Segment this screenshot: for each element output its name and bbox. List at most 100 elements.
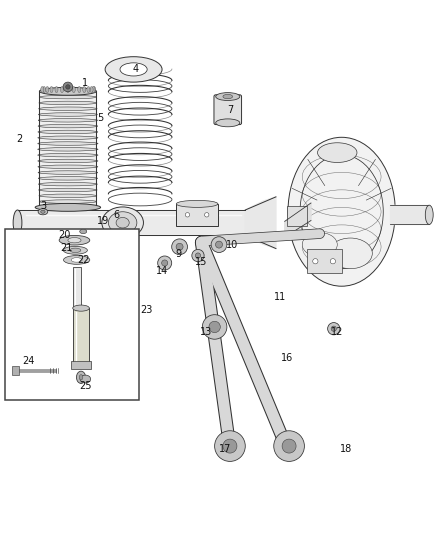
- FancyBboxPatch shape: [287, 206, 307, 226]
- Ellipse shape: [38, 159, 98, 163]
- Ellipse shape: [38, 154, 98, 157]
- Ellipse shape: [318, 143, 357, 163]
- Ellipse shape: [39, 200, 97, 203]
- Ellipse shape: [39, 90, 96, 93]
- Ellipse shape: [93, 86, 95, 93]
- Ellipse shape: [39, 87, 96, 95]
- Ellipse shape: [50, 86, 53, 93]
- Text: 24: 24: [22, 356, 35, 366]
- Ellipse shape: [78, 86, 81, 93]
- Ellipse shape: [120, 63, 147, 76]
- Text: 15: 15: [195, 257, 208, 267]
- Ellipse shape: [109, 212, 137, 233]
- Ellipse shape: [64, 255, 90, 264]
- Text: 6: 6: [113, 210, 119, 220]
- Text: 11: 11: [274, 292, 286, 302]
- Ellipse shape: [195, 253, 201, 258]
- Text: 2: 2: [17, 134, 23, 144]
- Ellipse shape: [102, 207, 144, 238]
- Ellipse shape: [55, 86, 58, 93]
- Ellipse shape: [313, 259, 318, 264]
- Ellipse shape: [38, 148, 98, 151]
- FancyBboxPatch shape: [12, 366, 19, 375]
- Text: 5: 5: [98, 112, 104, 123]
- Ellipse shape: [35, 204, 101, 211]
- Ellipse shape: [38, 171, 98, 174]
- Ellipse shape: [172, 239, 187, 255]
- Text: 7: 7: [227, 105, 233, 115]
- Ellipse shape: [38, 176, 98, 180]
- Text: 3: 3: [40, 201, 46, 212]
- Ellipse shape: [209, 321, 220, 333]
- Text: 25: 25: [79, 381, 92, 391]
- Text: 19: 19: [97, 215, 109, 225]
- Ellipse shape: [83, 86, 86, 93]
- Ellipse shape: [328, 322, 340, 335]
- Text: 16: 16: [281, 353, 293, 364]
- Ellipse shape: [92, 86, 95, 93]
- FancyBboxPatch shape: [176, 204, 218, 226]
- Polygon shape: [245, 197, 276, 248]
- Ellipse shape: [116, 217, 129, 228]
- Text: 10: 10: [226, 240, 238, 251]
- Ellipse shape: [39, 95, 97, 99]
- Ellipse shape: [60, 86, 64, 93]
- Ellipse shape: [46, 86, 49, 93]
- Ellipse shape: [41, 86, 44, 93]
- Ellipse shape: [38, 209, 48, 215]
- Ellipse shape: [331, 326, 336, 332]
- FancyBboxPatch shape: [73, 308, 89, 365]
- Ellipse shape: [158, 256, 172, 270]
- FancyBboxPatch shape: [214, 95, 242, 125]
- Text: 17: 17: [219, 444, 232, 454]
- Ellipse shape: [192, 249, 204, 262]
- Ellipse shape: [302, 232, 337, 257]
- Ellipse shape: [72, 86, 75, 93]
- FancyBboxPatch shape: [73, 266, 81, 308]
- Ellipse shape: [215, 431, 245, 462]
- Ellipse shape: [216, 119, 240, 127]
- Ellipse shape: [38, 124, 98, 128]
- Ellipse shape: [70, 248, 81, 253]
- Text: 22: 22: [77, 255, 89, 265]
- FancyBboxPatch shape: [5, 229, 139, 400]
- Ellipse shape: [215, 241, 223, 248]
- Ellipse shape: [425, 205, 433, 224]
- Ellipse shape: [66, 85, 70, 89]
- Ellipse shape: [64, 246, 88, 254]
- Ellipse shape: [80, 229, 87, 233]
- Ellipse shape: [39, 182, 97, 186]
- Ellipse shape: [39, 188, 97, 192]
- Ellipse shape: [63, 82, 73, 92]
- FancyBboxPatch shape: [71, 361, 91, 368]
- Ellipse shape: [79, 375, 83, 380]
- Ellipse shape: [274, 431, 304, 462]
- Text: 1: 1: [82, 78, 88, 88]
- Ellipse shape: [330, 259, 336, 264]
- Ellipse shape: [205, 213, 209, 217]
- Ellipse shape: [39, 194, 97, 198]
- Text: 14: 14: [156, 266, 168, 276]
- Ellipse shape: [185, 213, 190, 217]
- Text: 21: 21: [60, 243, 73, 253]
- Ellipse shape: [328, 238, 372, 269]
- Ellipse shape: [77, 371, 85, 383]
- Text: 12: 12: [331, 327, 343, 337]
- Text: 9: 9: [176, 249, 182, 259]
- Ellipse shape: [39, 206, 96, 209]
- Ellipse shape: [73, 305, 89, 311]
- Ellipse shape: [13, 210, 22, 236]
- Ellipse shape: [38, 118, 98, 122]
- Ellipse shape: [38, 136, 98, 140]
- FancyBboxPatch shape: [307, 249, 342, 273]
- FancyBboxPatch shape: [39, 91, 96, 207]
- Text: 18: 18: [340, 444, 352, 454]
- Text: 20: 20: [59, 230, 71, 240]
- Ellipse shape: [202, 314, 227, 339]
- Ellipse shape: [176, 243, 183, 251]
- Ellipse shape: [288, 138, 395, 286]
- Ellipse shape: [42, 86, 46, 93]
- Ellipse shape: [41, 210, 45, 213]
- Ellipse shape: [59, 236, 90, 245]
- Ellipse shape: [39, 107, 97, 110]
